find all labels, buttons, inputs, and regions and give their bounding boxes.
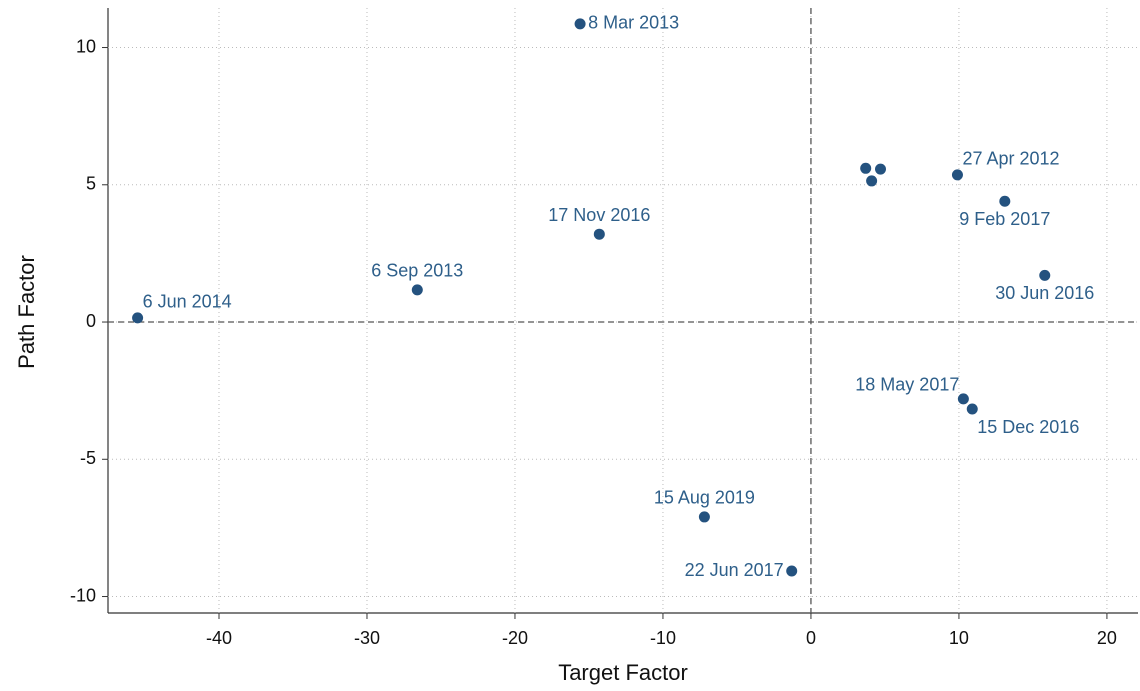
y-tick-label: 10 — [76, 36, 96, 56]
point-label: 15 Dec 2016 — [977, 417, 1079, 437]
y-tick-label: 5 — [86, 174, 96, 194]
point — [574, 18, 586, 30]
point-label: 6 Jun 2014 — [143, 292, 232, 312]
point-label: 22 Jun 2017 — [685, 560, 784, 580]
point — [786, 565, 798, 577]
x-tick-label: -30 — [354, 628, 380, 648]
point-label: 9 Feb 2017 — [959, 209, 1050, 229]
point — [957, 393, 969, 405]
point-label: 30 Jun 2016 — [995, 283, 1094, 303]
point — [593, 228, 605, 240]
point — [860, 162, 872, 174]
x-tick-label: -20 — [502, 628, 528, 648]
y-tick-label: 0 — [86, 311, 96, 331]
point-label: 6 Sep 2013 — [371, 261, 463, 281]
y-tick-label: -10 — [70, 585, 96, 605]
point — [698, 511, 710, 523]
point-label: 17 Nov 2016 — [548, 205, 650, 225]
x-tick-label: 10 — [949, 628, 969, 648]
point — [966, 403, 978, 415]
point — [875, 163, 886, 175]
point — [951, 169, 963, 181]
y-tick-label: -5 — [80, 448, 96, 468]
x-tick-label: 0 — [806, 628, 816, 648]
point — [411, 284, 423, 296]
point-label: 8 Mar 2013 — [588, 13, 679, 33]
x-axis-title: Target Factor — [558, 660, 688, 685]
point-label: 27 Apr 2012 — [962, 149, 1059, 169]
x-tick-label: 20 — [1097, 628, 1117, 648]
point — [132, 312, 144, 324]
x-tick-label: -40 — [206, 628, 232, 648]
point-label: 18 May 2017 — [855, 375, 959, 395]
point — [866, 175, 878, 187]
point-label: 15 Aug 2019 — [654, 488, 755, 508]
y-axis-title: Path Factor — [14, 255, 39, 369]
x-tick-label: -10 — [650, 628, 676, 648]
point — [1039, 269, 1051, 281]
point — [999, 195, 1011, 207]
